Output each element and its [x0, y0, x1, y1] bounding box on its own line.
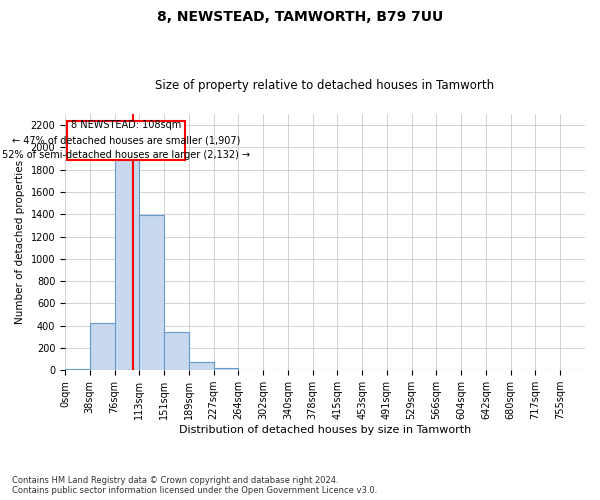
Bar — [164, 332, 189, 370]
Text: 8 NEWSTEAD: 108sqm
← 47% of detached houses are smaller (1,907)
52% of semi-deta: 8 NEWSTEAD: 108sqm ← 47% of detached hou… — [2, 120, 250, 160]
Bar — [139, 216, 164, 370]
Text: 8, NEWSTEAD, TAMWORTH, B79 7UU: 8, NEWSTEAD, TAMWORTH, B79 7UU — [157, 10, 443, 24]
FancyBboxPatch shape — [67, 120, 185, 160]
X-axis label: Distribution of detached houses by size in Tamworth: Distribution of detached houses by size … — [179, 425, 471, 435]
Bar — [214, 368, 238, 370]
Bar — [189, 362, 214, 370]
Title: Size of property relative to detached houses in Tamworth: Size of property relative to detached ho… — [155, 79, 494, 92]
Bar — [65, 369, 90, 370]
Y-axis label: Number of detached properties: Number of detached properties — [15, 160, 25, 324]
Bar — [90, 324, 115, 370]
Text: Contains HM Land Registry data © Crown copyright and database right 2024.
Contai: Contains HM Land Registry data © Crown c… — [12, 476, 377, 495]
Bar — [115, 142, 139, 370]
